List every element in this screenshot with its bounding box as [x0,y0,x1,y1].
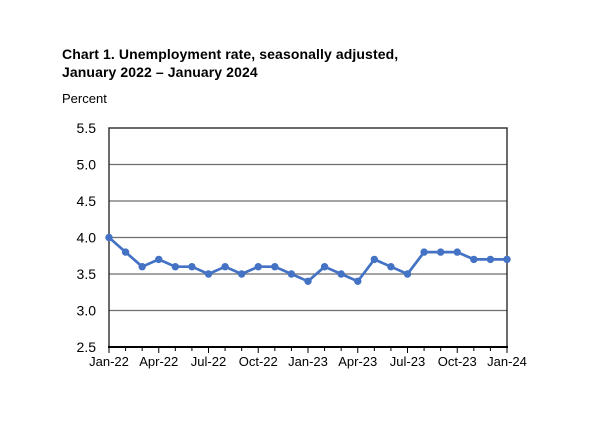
data-point-Apr-22 [155,255,163,264]
data-point-May-22 [171,263,180,271]
data-point-Aug-22 [221,263,229,271]
data-point-May-23 [370,255,379,264]
data-point-Dec-22 [287,270,296,278]
data-point-Jul-23 [403,270,412,278]
data-point-Apr-23 [354,277,362,285]
x-tick-label-Apr-22: Apr-22 [139,354,178,369]
data-point-Jun-22 [188,263,196,271]
data-point-Feb-22 [121,248,130,256]
data-point-Feb-23 [320,263,329,271]
data-point-Oct-22 [254,263,262,271]
chart-title-line1: Chart 1. Unemployment rate, seasonally a… [62,46,399,62]
unemployment-rate-line [107,236,509,283]
x-tick-label-Oct-22: Oct-22 [239,354,278,369]
data-point-Jun-23 [387,263,395,271]
data-point-Jul-22 [204,270,213,278]
chart-title-line2: January 2022 – January 2024 [62,64,258,80]
chart-title: Chart 1. Unemployment rate, seasonally a… [62,45,532,81]
data-point-Mar-23 [337,270,345,278]
y-tick-label-5.5: 5.5 [77,120,97,136]
data-point-Jan-22 [105,233,113,242]
y-tick-label-3.5: 3.5 [77,266,97,282]
x-tick-label-Apr-23: Apr-23 [338,354,377,369]
x-tick-label-Jul-22: Jul-22 [191,354,226,369]
data-point-Aug-23 [420,248,428,256]
data-point-Nov-23 [470,255,478,264]
y-tick-label-4.5: 4.5 [77,193,97,209]
x-tick-label-Jan-22: Jan-22 [89,354,129,369]
y-tick-label-2.5: 2.5 [77,339,97,355]
data-point-Jan-24 [503,255,511,264]
y-axis-unit-label: Percent [62,91,107,106]
data-point-Oct-23 [453,248,461,256]
data-point-Nov-22 [271,263,279,271]
y-tick-label-3.0: 3.0 [77,303,97,319]
data-point-Sep-23 [436,248,445,256]
data-point-Mar-22 [138,263,146,271]
x-tick-label-Oct-23: Oct-23 [438,354,477,369]
x-tick-label-Jul-23: Jul-23 [390,354,425,369]
x-tick-label-Jan-24: Jan-24 [487,354,527,369]
y-tick-label-4.0: 4.0 [77,230,97,246]
y-tick-label-5.0: 5.0 [77,157,97,173]
x-tick-label-Jan-23: Jan-23 [288,354,328,369]
data-point-Dec-23 [486,255,495,264]
data-point-Sep-22 [237,270,246,278]
data-point-Jan-23 [304,277,312,285]
